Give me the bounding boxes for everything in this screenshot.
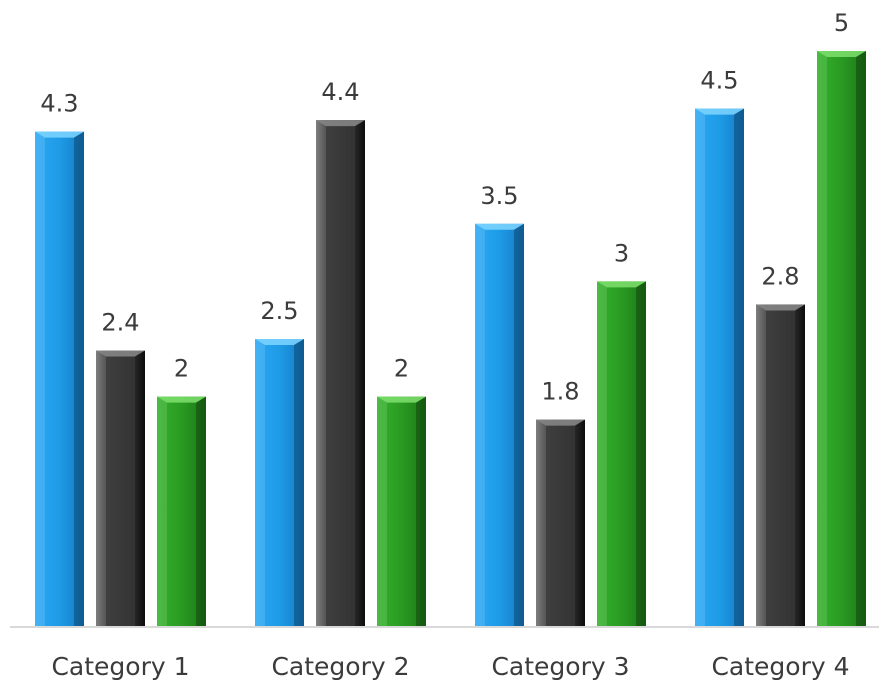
data-label-1-3: 2 <box>174 355 189 383</box>
category-label-3: Category 3 <box>491 652 629 681</box>
data-label-3-3: 3 <box>614 239 629 267</box>
data-label-4-3: 5 <box>834 9 849 37</box>
bar-2-1 <box>255 339 304 627</box>
bar-3-1 <box>475 223 524 628</box>
category-label-4: Category 4 <box>711 652 849 681</box>
data-label-1-1: 4.3 <box>40 90 78 118</box>
data-label-2-1: 2.5 <box>260 297 298 325</box>
bar-1-1 <box>35 131 84 627</box>
data-label-2-2: 4.4 <box>321 78 359 106</box>
bars-group <box>35 51 866 628</box>
category-labels-group: Category 1 Category 2 Category 3 Category 4 <box>51 652 849 681</box>
bar-2-3 <box>377 396 426 627</box>
category-label-1: Category 1 <box>51 652 189 681</box>
bar-4-2 <box>756 304 805 627</box>
data-label-4-1: 4.5 <box>700 67 738 95</box>
category-label-2: Category 2 <box>271 652 409 681</box>
data-label-4-2: 2.8 <box>761 262 799 290</box>
bar-2-2 <box>316 120 365 628</box>
bar-1-3 <box>157 396 206 627</box>
data-label-2-3: 2 <box>394 355 409 383</box>
data-label-3-1: 3.5 <box>480 182 518 210</box>
data-label-1-2: 2.4 <box>101 309 139 337</box>
data-labels-group: 4.3 2.4 2 2.5 4.4 2 3.5 1.8 3 4.5 2.8 5 <box>40 9 849 406</box>
bar-4-1 <box>695 108 744 628</box>
data-label-3-2: 1.8 <box>541 378 579 406</box>
bar-4-3 <box>817 51 866 627</box>
bar-3-3 <box>597 281 646 627</box>
bar-1-2 <box>96 350 145 627</box>
bar-3-2 <box>536 419 585 627</box>
